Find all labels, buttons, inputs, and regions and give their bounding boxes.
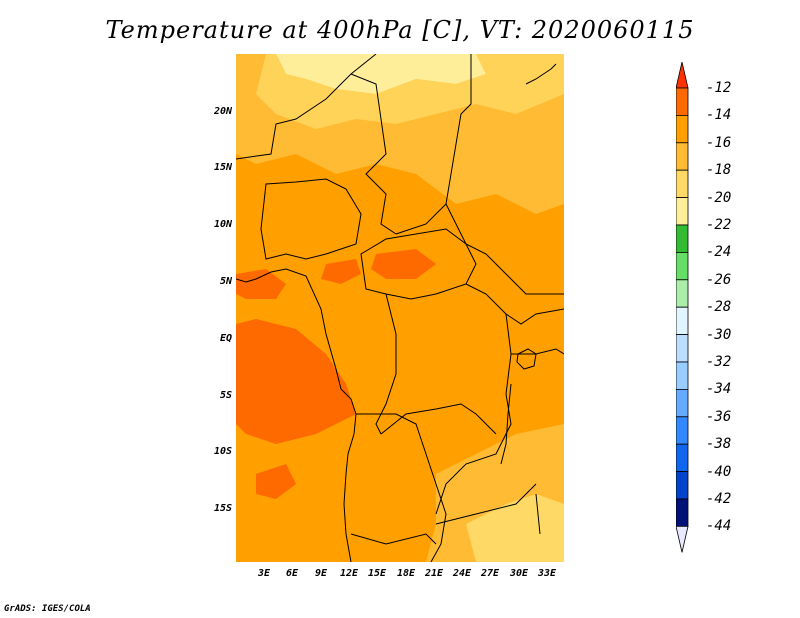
colorbar-box (676, 388, 689, 418)
colorbar-box (676, 334, 689, 363)
colorbar-box (676, 416, 689, 445)
lon-label-12e: 12E (339, 568, 359, 579)
border-south (350, 533, 437, 545)
red-sea-coast (525, 63, 557, 85)
lon-label-30e: 30E (509, 568, 529, 579)
colorbar-label: -12 (706, 80, 732, 96)
colorbar-box (676, 443, 689, 473)
lake-victoria (516, 348, 537, 370)
colorbar-label: -18 (706, 162, 732, 179)
lake-tanganyika (500, 383, 512, 465)
lon-label-33e: 33E (537, 568, 557, 579)
field-west-warm (236, 319, 356, 444)
border-kenya (511, 348, 564, 355)
colorbar-label: -14 (706, 107, 732, 124)
border-north-2 (350, 73, 397, 235)
field-center-warm-2 (321, 259, 361, 284)
border-east-africa (505, 308, 564, 325)
map-canvas (236, 54, 564, 562)
colorbar-box (676, 115, 689, 144)
colorbar-label: -16 (706, 134, 732, 151)
colorbar-box (676, 498, 689, 527)
lon-label-18e: 18E (396, 568, 416, 579)
colorbar-label: -42 (706, 491, 732, 507)
border-libya-egypt (445, 54, 564, 295)
lon-label-27e: 27E (480, 568, 500, 579)
lat-label-5s: 5S (219, 390, 232, 401)
lat-label-eq: EQ (219, 333, 232, 344)
lat-label-10n: 10N (213, 219, 232, 230)
lon-label-6e: 6E (285, 568, 299, 579)
colorbar-box (676, 361, 689, 390)
lat-label-5n: 5N (219, 276, 232, 287)
colorbar-label: -20 (706, 189, 732, 206)
border-angola (356, 413, 447, 562)
chart-title: Temperature at 400hPa [C], VT: 202006011… (105, 16, 695, 44)
lon-label-9e: 9E (314, 568, 328, 579)
lon-label-21e: 21E (424, 568, 444, 579)
colorbar-box (676, 197, 689, 226)
colorbar-label: -44 (706, 518, 732, 535)
border-car (360, 228, 477, 300)
colorbar-box (676, 87, 689, 116)
field-north-lightest (276, 54, 486, 94)
field-southeast-pale (466, 494, 564, 562)
colorbar-box (676, 169, 689, 198)
colorbar-label: -22 (706, 217, 732, 233)
credit-text: GrADS: IGES/COLA (4, 604, 91, 614)
colorbar-box (676, 224, 689, 253)
lon-label-15e: 15E (367, 568, 387, 579)
lon-label-3e: 3E (257, 568, 271, 579)
colorbar-label: -40 (706, 463, 732, 480)
border-nigeria (260, 178, 362, 260)
colorbar-label: -32 (706, 354, 732, 370)
field-north-pale (256, 54, 564, 129)
colorbar-label: -26 (706, 271, 732, 288)
colorbar-bottom-triangle (676, 526, 689, 553)
colorbar-top-triangle (676, 62, 689, 89)
colorbar-label: -34 (706, 381, 732, 398)
colorbar-label: -36 (706, 408, 732, 425)
lat-label-20n: 20N (213, 106, 232, 117)
colorbar-label: -28 (706, 299, 732, 316)
lon-label-24e: 24E (452, 568, 472, 579)
colorbar (676, 62, 689, 553)
border-zambia (435, 483, 537, 525)
border-congo-drc (375, 293, 397, 435)
colorbar-box (676, 142, 689, 171)
border-chad-sudan (395, 203, 447, 235)
colorbar-box (676, 306, 689, 335)
field-west-warm-2 (236, 269, 286, 299)
colorbar-box (676, 251, 689, 281)
coastline-west-africa (236, 268, 357, 562)
colorbar-box (676, 279, 689, 308)
field-central-warm (371, 249, 436, 279)
colorbar-label: -30 (706, 326, 732, 343)
lat-label-15s: 15S (213, 503, 232, 514)
colorbar-label: -24 (706, 244, 732, 261)
lat-label-10s: 10S (213, 446, 232, 457)
colorbar-label: -38 (706, 436, 732, 453)
field-sw-warm (256, 464, 296, 499)
map-panel (236, 54, 564, 562)
lake-malawi (535, 493, 541, 535)
colorbar-box (676, 471, 689, 500)
lat-label-15n: 15N (213, 162, 232, 173)
